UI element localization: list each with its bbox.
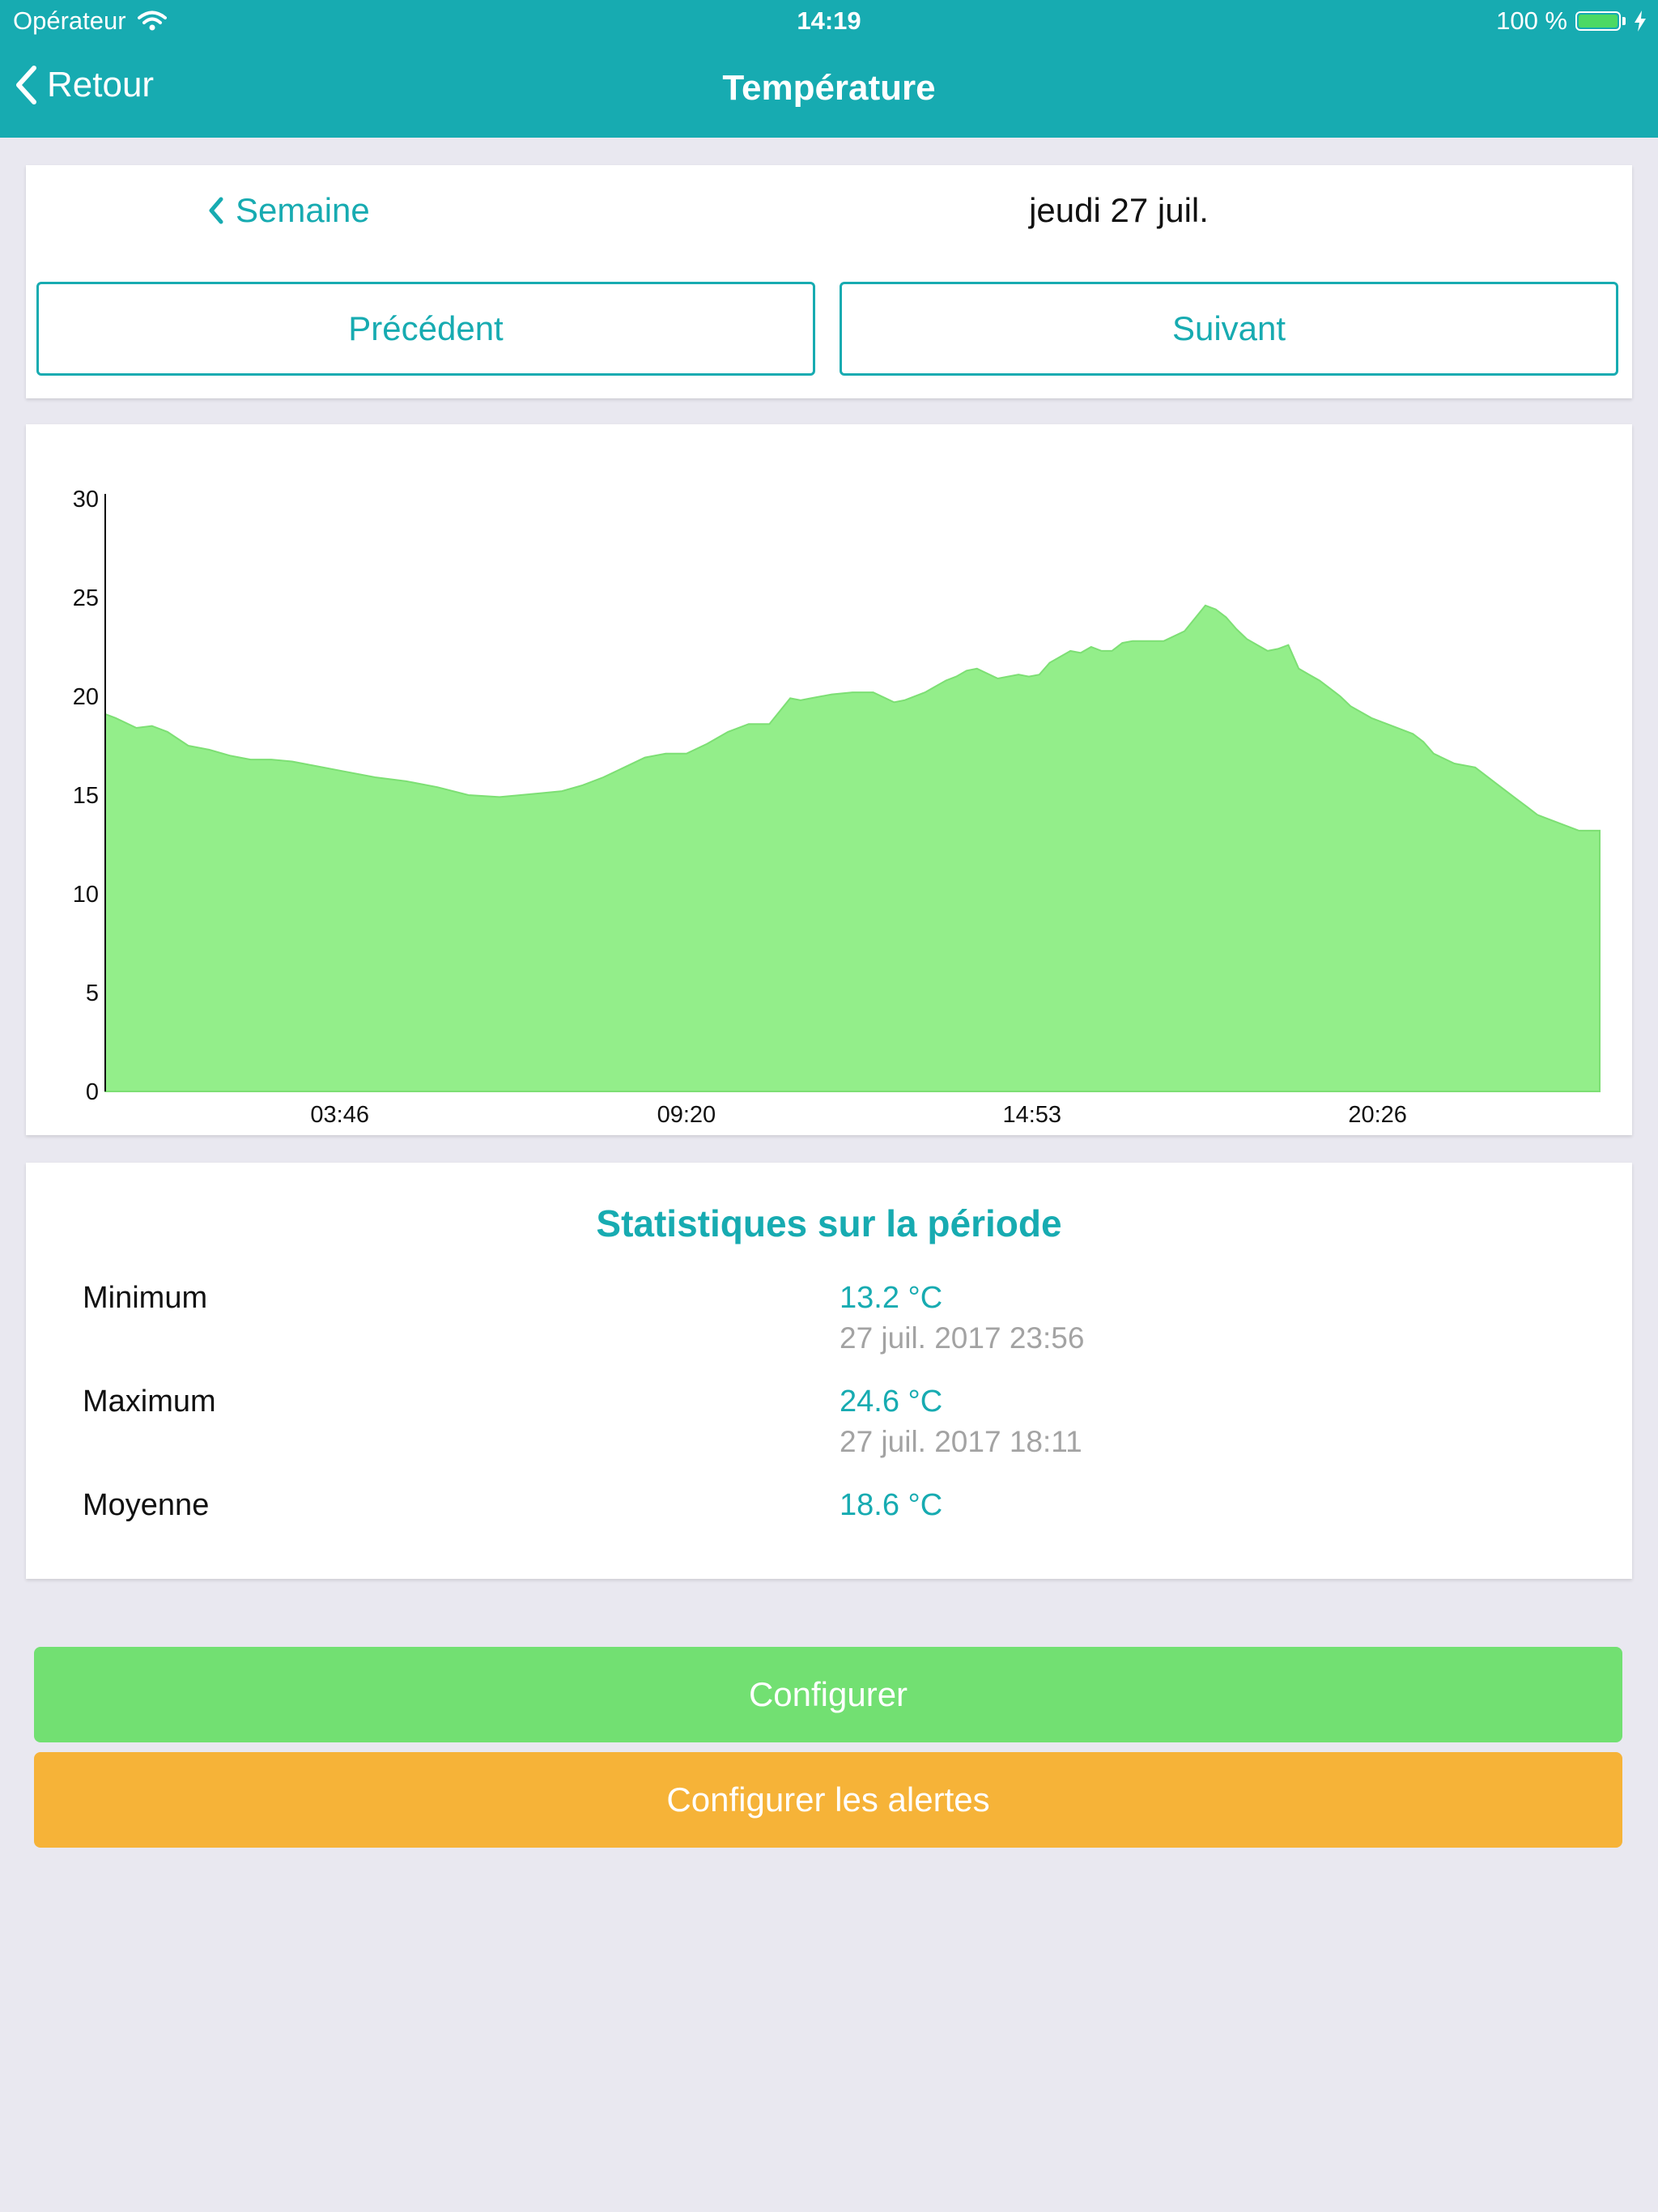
charging-bolt-icon xyxy=(1635,11,1646,32)
minimum-date: 27 juil. 2017 23:56 xyxy=(840,1321,1085,1355)
status-battery-group: 100 % xyxy=(1496,6,1647,36)
navigation-bar: Opérateur 14:19 100 % Retour Température xyxy=(0,0,1658,138)
period-navigation-card: Semaine jeudi 27 juil. Précédent Suivant xyxy=(26,165,1632,398)
x-tick-label: 14:53 xyxy=(1002,1102,1061,1128)
configure-button[interactable]: Configurer xyxy=(34,1647,1622,1742)
x-tick-label: 20:26 xyxy=(1348,1102,1407,1128)
battery-icon xyxy=(1575,11,1621,31)
status-carrier-group: Opérateur xyxy=(13,6,167,36)
average-value: 18.6 °C xyxy=(840,1488,943,1522)
page-title: Température xyxy=(722,68,936,108)
temperature-area xyxy=(104,604,1601,1092)
minimum-value: 13.2 °C xyxy=(840,1281,943,1315)
week-link[interactable]: Semaine xyxy=(208,191,370,230)
y-tick-label: 15 xyxy=(73,783,99,809)
wifi-icon xyxy=(137,11,167,31)
back-label: Retour xyxy=(47,65,155,104)
statistics-card: Statistiques sur la période Minimum 13.2… xyxy=(26,1163,1632,1579)
week-link-label: Semaine xyxy=(236,191,370,229)
y-tick-label: 25 xyxy=(73,585,99,611)
status-time: 14:19 xyxy=(797,6,861,35)
y-tick-label: 0 xyxy=(86,1079,99,1105)
carrier-label: Opérateur xyxy=(13,6,126,35)
x-tick-label: 03:46 xyxy=(310,1102,369,1128)
y-tick-label: 30 xyxy=(73,487,99,513)
maximum-date: 27 juil. 2017 18:11 xyxy=(840,1425,1082,1458)
maximum-value: 24.6 °C xyxy=(840,1385,943,1419)
chevron-left-icon xyxy=(16,66,36,104)
battery-percent: 100 % xyxy=(1496,6,1567,35)
previous-button[interactable]: Précédent xyxy=(36,282,815,376)
temperature-chart-card: 0 5 10 15 20 25 30 03:46 09:20 14:53 20:26 xyxy=(26,424,1632,1135)
chevron-left-icon xyxy=(209,197,223,224)
y-tick-label: 20 xyxy=(73,684,99,710)
y-tick-label: 5 xyxy=(86,981,99,1006)
x-tick-label: 09:20 xyxy=(657,1102,716,1128)
temperature-chart: 0 5 10 15 20 25 30 03:46 09:20 14:53 20:26 xyxy=(73,487,1601,1128)
configure-alerts-button[interactable]: Configurer les alertes xyxy=(34,1752,1622,1848)
average-label: Moyenne xyxy=(83,1488,210,1522)
statistics-title: Statistiques sur la période xyxy=(596,1202,1062,1244)
minimum-label: Minimum xyxy=(83,1281,208,1315)
next-button[interactable]: Suivant xyxy=(840,282,1618,376)
y-tick-label: 10 xyxy=(73,882,99,908)
current-date: jeudi 27 juil. xyxy=(1029,191,1209,229)
back-button[interactable]: Retour xyxy=(15,65,154,105)
maximum-label: Maximum xyxy=(83,1385,216,1419)
